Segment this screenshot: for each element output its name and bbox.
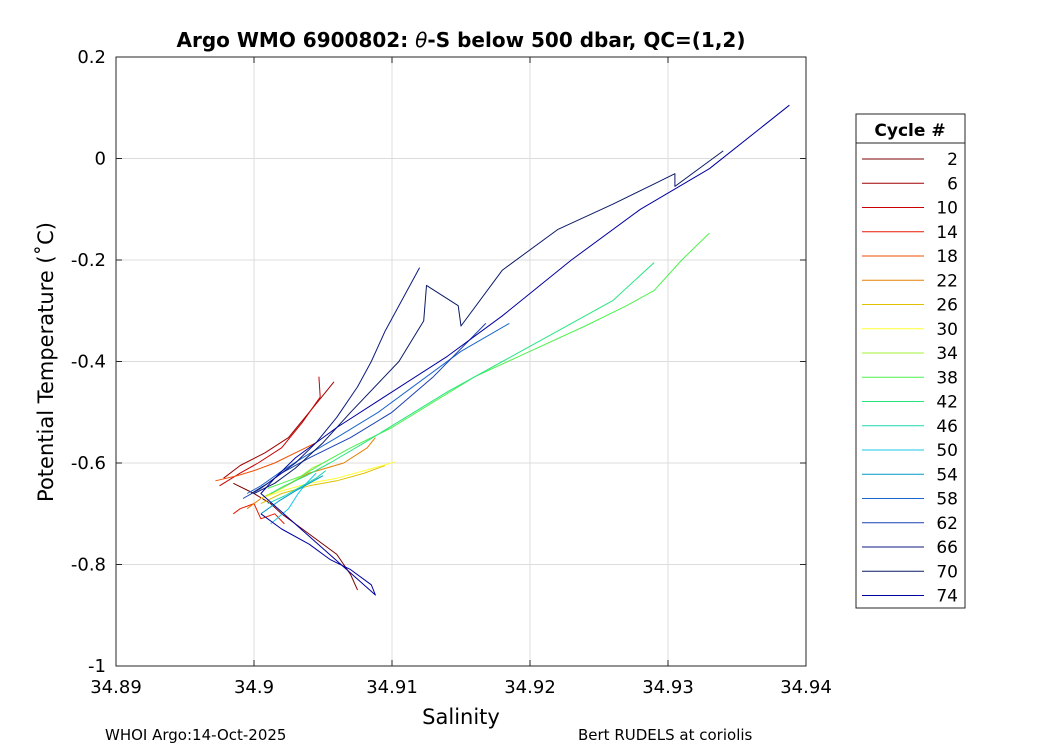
- series-line-15: [246, 322, 510, 494]
- legend-label-70: 70: [936, 562, 958, 582]
- legend-label-10: 10: [936, 199, 958, 219]
- y-tick-label: -0.4: [71, 352, 106, 373]
- series-line-5: [215, 442, 317, 482]
- series-line-19: [260, 104, 790, 596]
- chart-title: Argo WMO 6900802: θ-S below 500 dbar, QC…: [177, 28, 746, 52]
- legend-label-30: 30: [936, 320, 958, 340]
- series-line-2: [223, 381, 335, 479]
- plot-area: 34.89 34.9 34.91 34.92 34.93 34.94 0.2 0 -0.2 -0…: [71, 47, 832, 698]
- x-tick-label: 34.92: [504, 677, 556, 698]
- legend-label-6: 6: [947, 174, 958, 194]
- footer-source: WHOI Argo:14-Oct-2025: [105, 726, 286, 744]
- legend: Cycle # 26101418222630343842465054586266…: [855, 113, 966, 609]
- y-axis-label: Potential Temperature (˚C): [34, 222, 58, 502]
- series-line-11: [270, 262, 655, 494]
- x-tick-label: 34.94: [780, 677, 832, 698]
- footer-attribution: Bert RUDELS at coriolis: [578, 726, 753, 744]
- x-tick-label: 34.91: [366, 677, 418, 698]
- x-tick-label: 34.93: [642, 677, 694, 698]
- series-line-8: [260, 461, 395, 499]
- series-line-4: [233, 503, 285, 525]
- legend-label-22: 22: [936, 271, 958, 291]
- y-tick-label: -1: [88, 656, 106, 677]
- series-line-10: [267, 232, 710, 489]
- legend-label-14: 14: [936, 223, 958, 243]
- legend-label-62: 62: [936, 514, 958, 534]
- x-tick-label: 34.9: [234, 677, 274, 698]
- y-tick-label: -0.2: [71, 250, 106, 271]
- x-tick-label: 34.89: [90, 677, 142, 698]
- x-axis-label: Salinity: [422, 705, 500, 729]
- y-tick-label: -0.6: [71, 453, 106, 474]
- legend-label-58: 58: [936, 490, 958, 510]
- legend-label-74: 74: [936, 587, 958, 607]
- legend-label-54: 54: [936, 465, 958, 485]
- series-line-13: [270, 472, 317, 525]
- legend-label-18: 18: [936, 247, 958, 267]
- y-tick-label: 0.2: [77, 47, 106, 68]
- series-line-7: [260, 465, 386, 505]
- legend-label-50: 50: [936, 441, 958, 461]
- series-line-12: [267, 470, 327, 505]
- y-tick-label: -0.8: [71, 555, 106, 576]
- legend-label-42: 42: [936, 393, 958, 413]
- legend-label-66: 66: [936, 538, 958, 558]
- legend-label-2: 2: [947, 150, 958, 170]
- legend-label-26: 26: [936, 296, 958, 316]
- legend-title: Cycle #: [874, 121, 945, 141]
- legend-label-34: 34: [936, 344, 958, 364]
- series-line-3: [219, 376, 321, 487]
- legend-box: [855, 113, 966, 609]
- legend-label-46: 46: [936, 417, 958, 437]
- x-ticks: 34.89 34.9 34.91 34.92 34.93 34.94: [90, 57, 832, 698]
- legend-label-38: 38: [936, 368, 958, 388]
- grid-lines: [116, 57, 806, 666]
- series-line-14: [260, 475, 324, 515]
- series-line-18: [253, 150, 724, 494]
- y-ticks: 0.2 0 -0.2 -0.4 -0.6 -0.8 -1: [71, 47, 806, 677]
- y-tick-label: 0: [95, 149, 106, 170]
- series-layer: [215, 104, 790, 596]
